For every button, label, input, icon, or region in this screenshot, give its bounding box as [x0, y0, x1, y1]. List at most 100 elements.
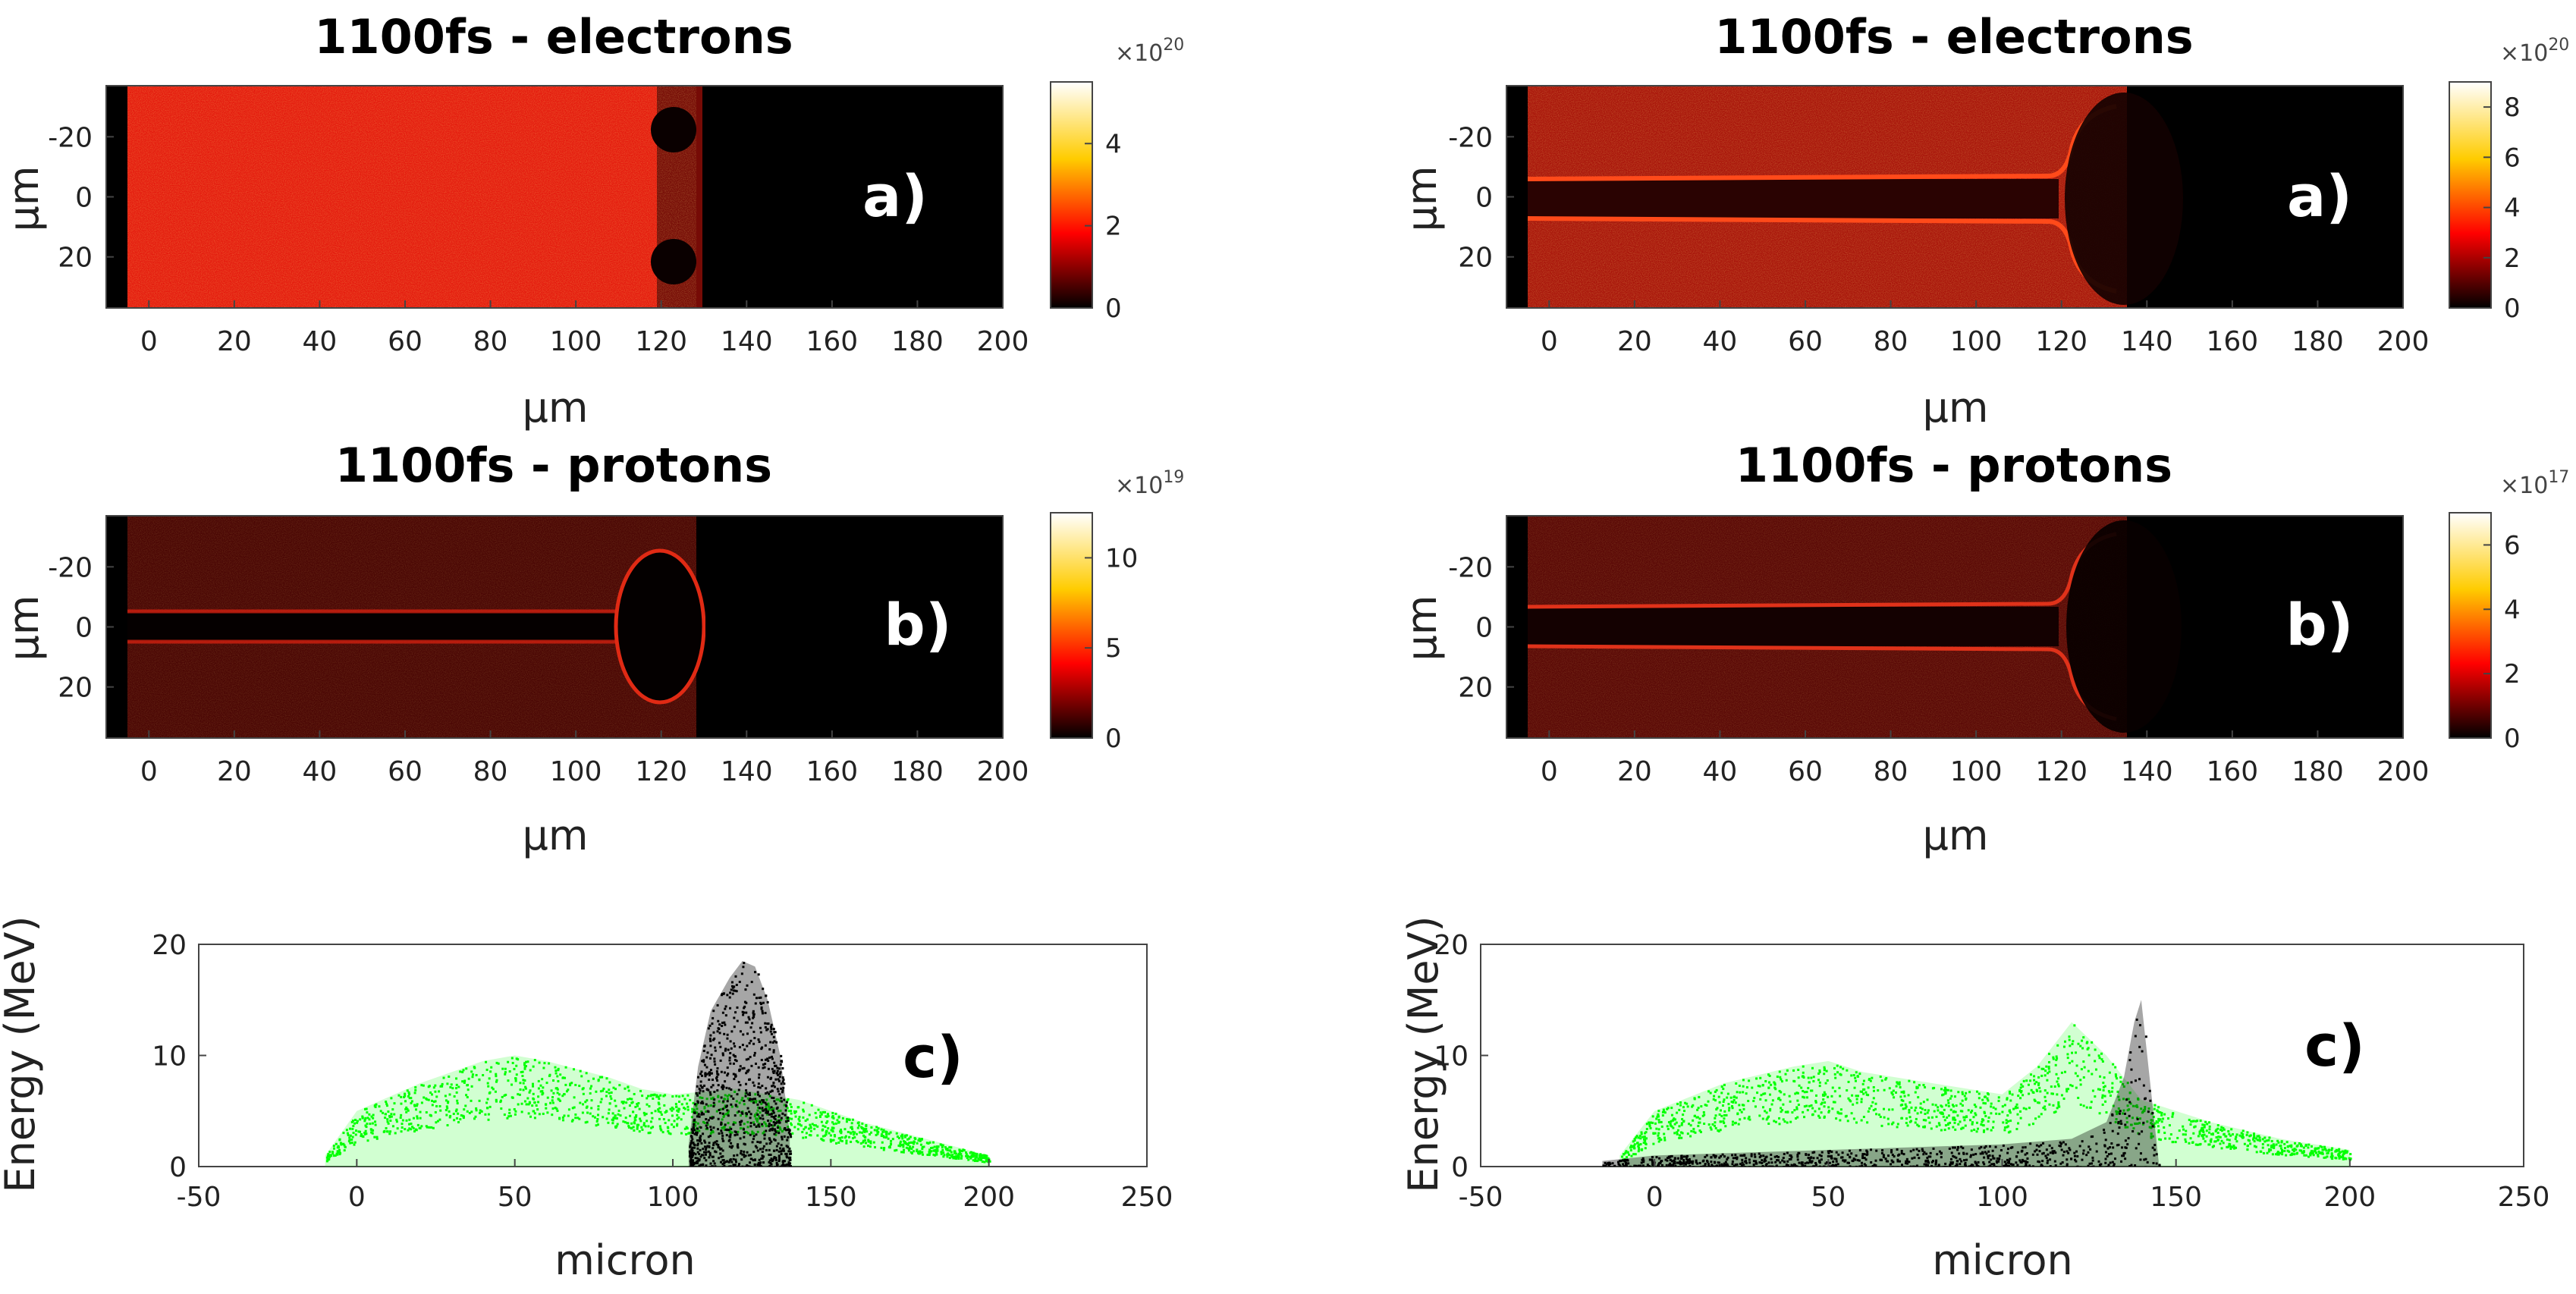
- scatter-point: [685, 1126, 688, 1129]
- scatter-point: [2029, 1142, 2032, 1145]
- scatter-point: [1970, 1164, 1973, 1167]
- scatter-point: [2220, 1147, 2223, 1150]
- scatter-point: [1908, 1079, 1911, 1082]
- scatter-point: [1965, 1091, 1968, 1095]
- scatter-point: [2140, 1107, 2143, 1110]
- scatter-point: [2044, 1074, 2047, 1077]
- scatter-point: [2064, 1143, 2067, 1146]
- scatter-point: [700, 1074, 703, 1077]
- scatter-point: [1875, 1113, 1878, 1116]
- scatter-point: [2343, 1151, 2346, 1154]
- scatter-point: [765, 1108, 768, 1111]
- scatter-point: [777, 1078, 780, 1081]
- scatter-point: [2006, 1158, 2009, 1161]
- scatter-point: [748, 1110, 751, 1113]
- scatter-point: [327, 1153, 330, 1156]
- scatter-point: [765, 994, 768, 997]
- scatter-point: [738, 1120, 741, 1123]
- scatter-point: [832, 1126, 835, 1129]
- scatter-point: [713, 1150, 716, 1153]
- scatter-point: [1662, 1108, 1665, 1111]
- scatter-point: [519, 1088, 522, 1091]
- scatter-point: [1796, 1116, 1799, 1119]
- scatter-point: [1722, 1120, 1725, 1123]
- scatter-point: [2276, 1151, 2279, 1154]
- scatter-point: [1952, 1126, 1955, 1129]
- scatter-point: [808, 1133, 811, 1136]
- scatter-point: [533, 1112, 536, 1115]
- scatter-point: [2063, 1070, 2066, 1073]
- colorbar-gradient: [1050, 81, 1093, 309]
- scatter-point: [839, 1139, 842, 1142]
- scatter-point: [2312, 1154, 2315, 1157]
- scatter-point: [1834, 1076, 1837, 1079]
- scatter-point: [1943, 1119, 1946, 1122]
- scatter-point: [768, 1159, 771, 1162]
- scatter-point: [1714, 1165, 1717, 1167]
- scatter-point: [748, 1099, 751, 1102]
- scatter-point: [901, 1135, 904, 1139]
- scatter-point: [723, 1098, 726, 1101]
- scatter-point: [765, 1110, 768, 1113]
- scatter-point: [690, 1157, 693, 1160]
- scatter-point: [1991, 1149, 1994, 1152]
- scatter-point: [1924, 1163, 1927, 1166]
- scatter-point: [730, 1142, 733, 1145]
- scatter-point: [902, 1143, 905, 1146]
- scatter-point: [1817, 1114, 1820, 1117]
- scatter-point: [704, 1072, 707, 1075]
- scatter-point: [2077, 1096, 2080, 1099]
- scatter-point: [2275, 1153, 2278, 1156]
- scatter-point: [907, 1147, 910, 1150]
- scatter-point: [1977, 1161, 1980, 1164]
- scatter-point: [1676, 1129, 1679, 1132]
- scatter-point: [784, 1164, 787, 1167]
- scatter-point: [1739, 1162, 1742, 1165]
- scatter-point: [1791, 1164, 1794, 1167]
- protons-heatmap-right: [1506, 515, 2404, 739]
- scatter-point: [579, 1101, 582, 1104]
- scatter-point: [743, 1103, 746, 1106]
- scatter-point: [1955, 1156, 1958, 1159]
- scatter-point: [567, 1108, 570, 1111]
- scatter-point: [1745, 1160, 1748, 1163]
- scatter-point: [2108, 1071, 2111, 1074]
- scatter-point: [1814, 1164, 1817, 1167]
- scatter-point: [2216, 1124, 2219, 1127]
- scatter-point: [564, 1083, 567, 1086]
- scatter-point: [1802, 1076, 1805, 1079]
- scatter-point: [414, 1088, 417, 1091]
- scatter-point: [382, 1130, 385, 1133]
- scatter-point: [1955, 1104, 1958, 1107]
- scatter-point: [1688, 1158, 1691, 1161]
- scatter-point: [2134, 1079, 2137, 1082]
- scatter-point: [2095, 1142, 2098, 1145]
- scatter-point: [755, 1126, 758, 1129]
- scatter-point: [1637, 1165, 1640, 1167]
- scatter-point: [1698, 1161, 1701, 1164]
- scatter-point: [2198, 1130, 2201, 1133]
- scatter-point: [705, 1151, 708, 1154]
- scatter-point: [363, 1118, 366, 1121]
- scatter-point: [372, 1113, 375, 1117]
- colorbar-tick-label: 2: [2504, 659, 2521, 689]
- scatter-point: [1931, 1087, 1934, 1090]
- proton-cavity: [2066, 520, 2182, 733]
- scatter-point: [858, 1124, 861, 1127]
- scatter-point: [1980, 1123, 1983, 1126]
- scatter-point: [2338, 1157, 2341, 1160]
- scatter-point: [1611, 1162, 1614, 1165]
- scatter-point: [746, 1151, 749, 1154]
- x-tick-label: 120: [635, 756, 687, 787]
- scatter-point: [2109, 1161, 2112, 1164]
- scatter-point: [791, 1132, 794, 1135]
- scatter-point: [2208, 1128, 2211, 1131]
- series-black: [1602, 1000, 2161, 1167]
- scatter-point: [1663, 1139, 1667, 1142]
- scatter-point: [2003, 1104, 2006, 1107]
- scatter-point: [1678, 1125, 1681, 1128]
- scatter-point: [414, 1086, 417, 1089]
- scatter-point: [1651, 1161, 1654, 1164]
- scatter-point: [734, 1055, 737, 1058]
